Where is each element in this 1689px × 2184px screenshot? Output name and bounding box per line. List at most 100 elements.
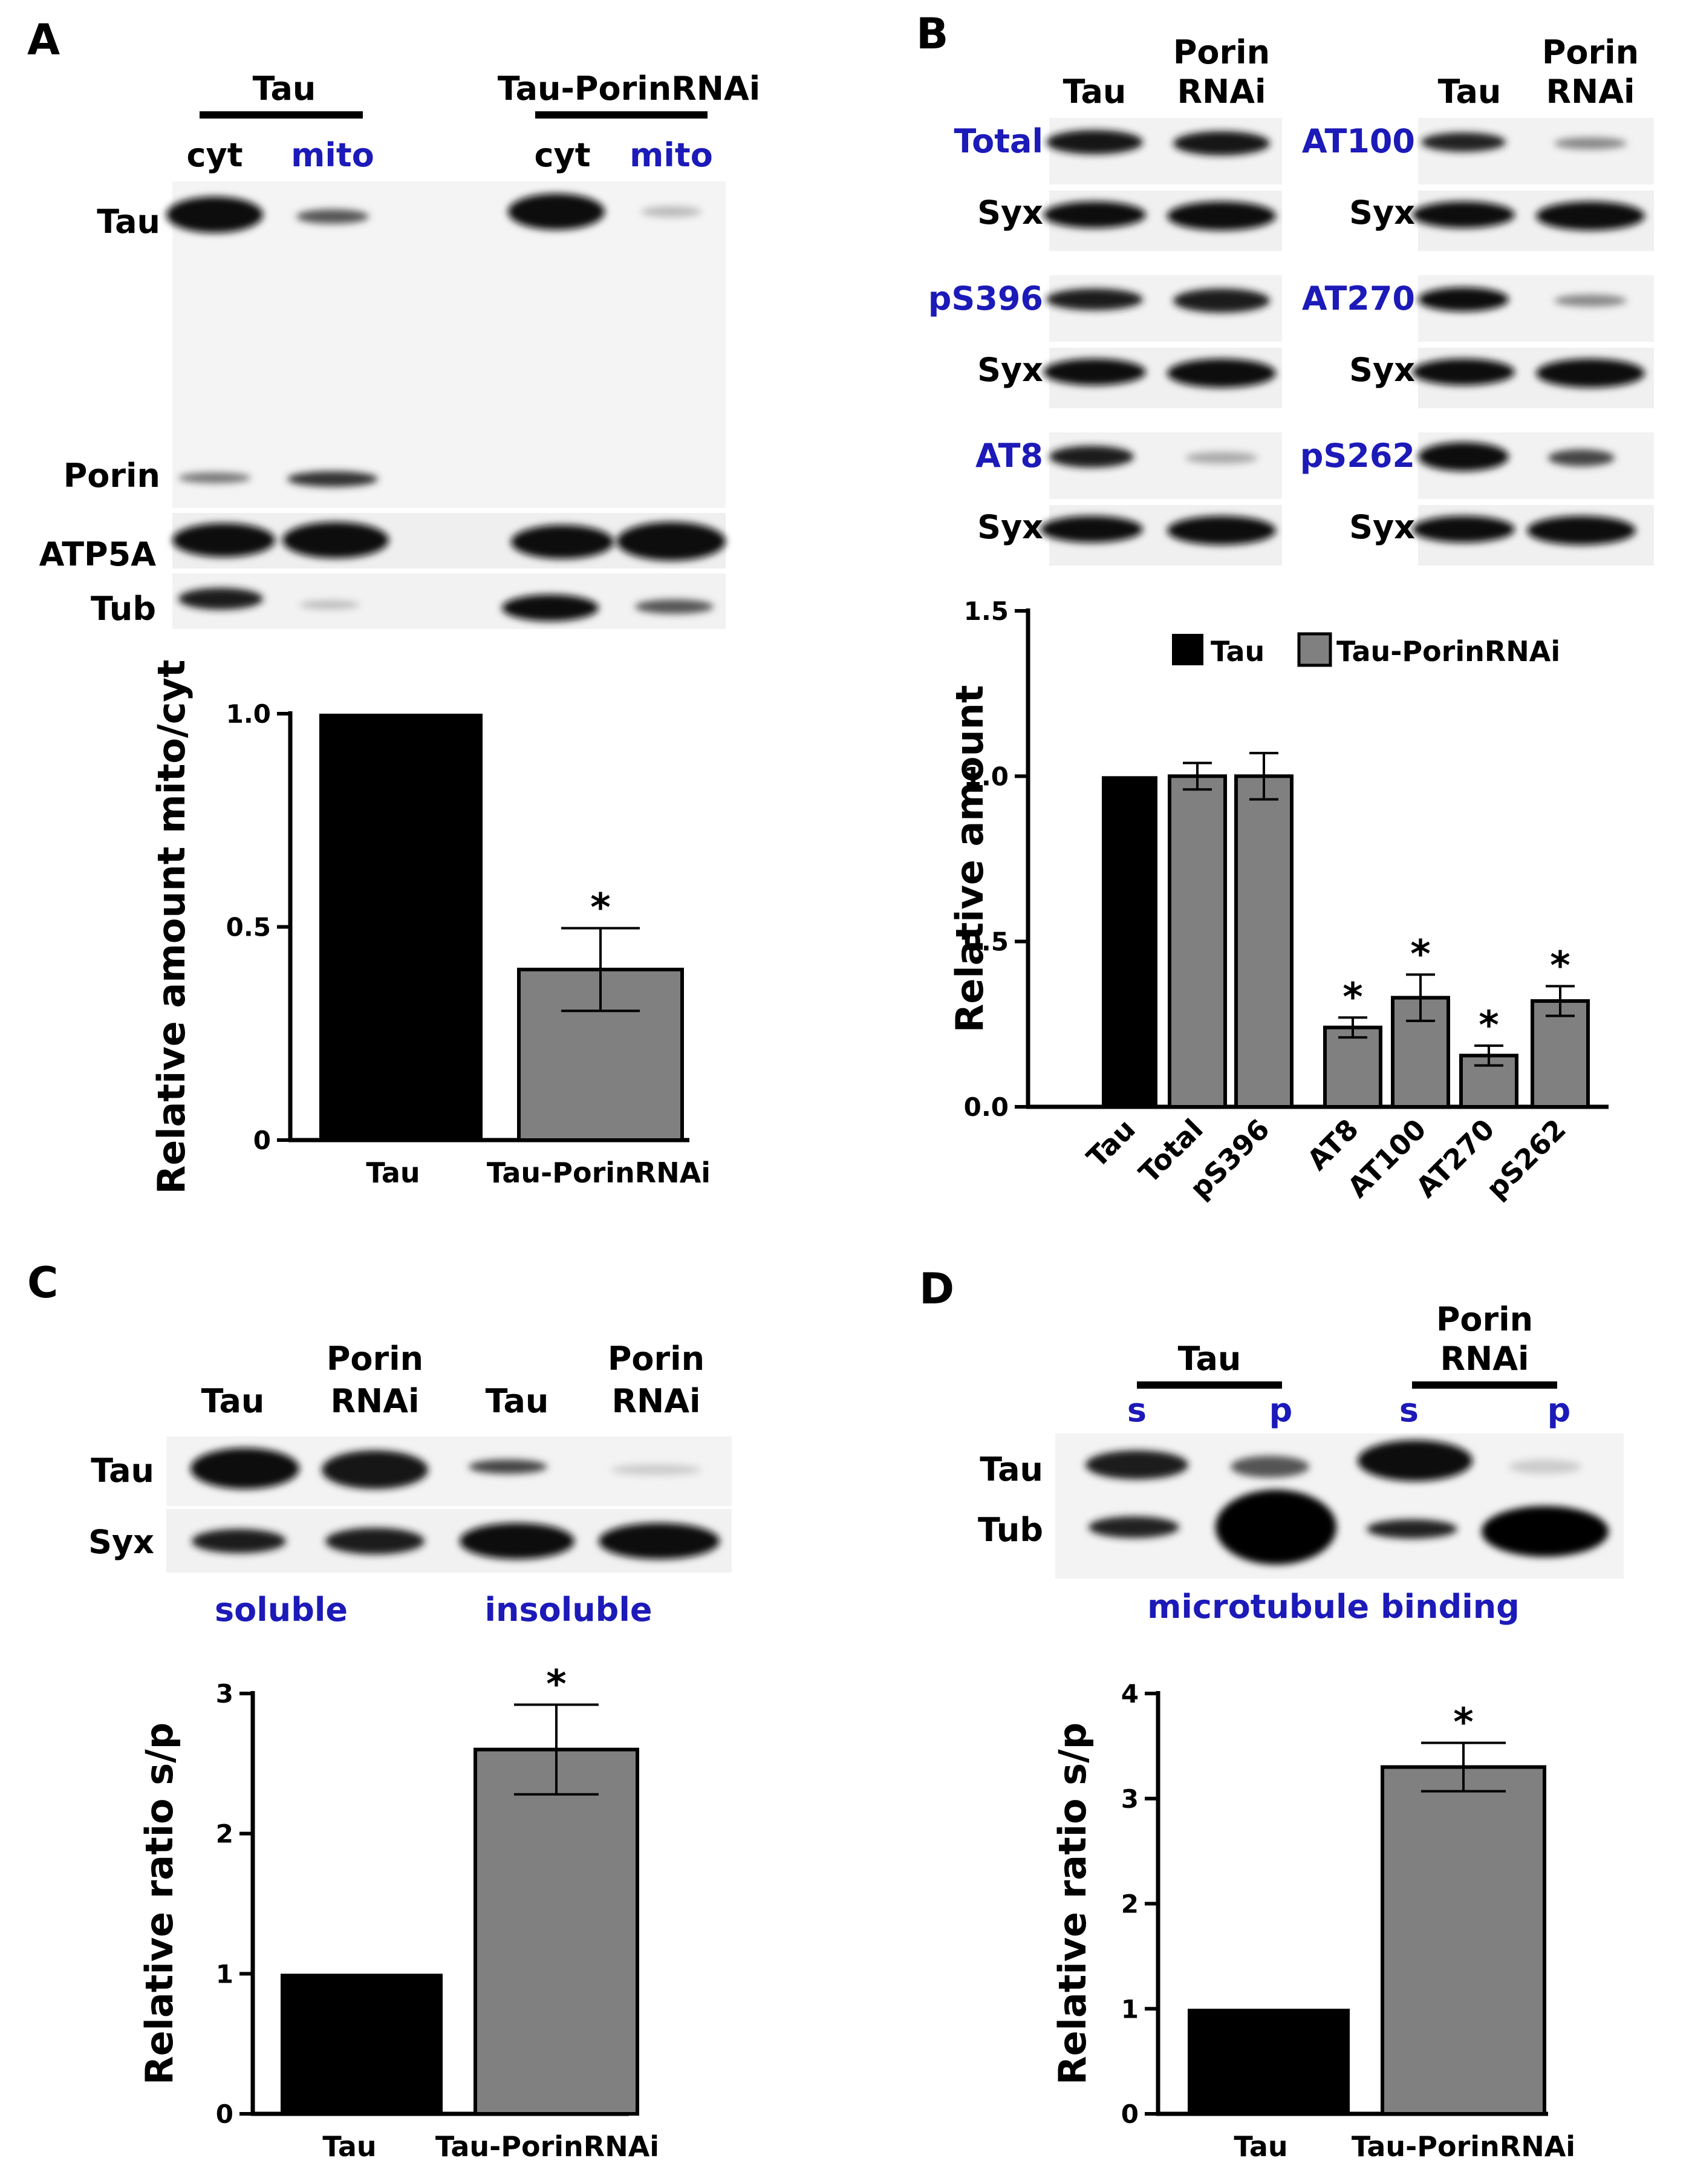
panel-c-fraction-soluble: soluble: [215, 1591, 348, 1629]
panel-b-blot-label-at8: AT8: [975, 437, 1043, 475]
band-b-left-3-syx-tau: [1040, 516, 1143, 543]
panel-a-row-atp5a: ATP5A: [39, 535, 157, 573]
band-a-tau-2: [296, 209, 369, 224]
panel-d-group-tau: Tau: [1178, 1340, 1242, 1378]
panel-a-group-rnai: Tau-PorinRNAi: [498, 70, 761, 108]
panel-b-syx-label-right-3: Syx: [1349, 508, 1415, 546]
band-b-right-1-tau: [1421, 132, 1506, 152]
panel-a-lane-4: mito: [630, 136, 713, 174]
band-b-right-3-syx-tau: [1412, 516, 1515, 543]
band-a-porin-2: [287, 471, 378, 487]
band-b-right-2-syx-rnai: [1536, 359, 1645, 388]
panel-c-lane-2-bottom: RNAi: [330, 1382, 419, 1420]
panel-b-category-label: pS262: [1480, 1113, 1572, 1205]
panel-c-ytick-label: 2: [216, 1819, 233, 1849]
panel-d-row-tub: Tub: [978, 1511, 1043, 1549]
panel-b-legend-swatch-rnai: [1297, 632, 1332, 667]
panel-c-row-tau: Tau: [91, 1452, 154, 1490]
panel-b-bands-left-2: [1043, 288, 1276, 388]
panel-c-lane-2-top: Porin: [327, 1340, 423, 1378]
band-c-syx-2: [325, 1528, 425, 1554]
panel-c-ytick-label: 0: [216, 2099, 233, 2129]
panel-b-syx-label-left-3: Syx: [977, 508, 1043, 546]
panel-b-right-header-rnai-1: Porin: [1542, 33, 1639, 71]
band-b-right-3-syx-rnai: [1527, 516, 1636, 545]
panel-d-ytick-label: 3: [1121, 1784, 1139, 1814]
panel-c-lane-3-bottom: Tau: [486, 1382, 549, 1420]
panel-a-row-tub: Tub: [91, 590, 156, 628]
band-d-tub-3: [1367, 1519, 1457, 1539]
panel-b-left-header-tau: Tau: [1063, 73, 1127, 111]
panel-b-bar-at8: [1323, 1025, 1382, 1109]
panel-a-chart: 0 0.5 1.0 Relative amount mito/cyt Tau * Tau-P…: [149, 660, 711, 1195]
panel-d-letter: D: [919, 1264, 954, 1314]
panel-d-y-axis-label: Relative ratio s/p: [1050, 1723, 1095, 2085]
panel-b-bands-right-2: [1412, 287, 1645, 388]
band-b-left-2-syx-tau: [1043, 359, 1146, 385]
band-a-tub-2: [299, 601, 360, 609]
panel-d-category-label: Tau-PorinRNAi: [1352, 2130, 1575, 2163]
band-a-atp5a-4: [617, 522, 726, 561]
panel-d-category-label: Tau: [1234, 2130, 1287, 2163]
panel-c-fraction-insoluble: insoluble: [485, 1591, 652, 1629]
panel-c-blot: [166, 1436, 732, 1573]
panel-c-bar-tau: [281, 1974, 443, 2114]
band-b-right-1-syx-rnai: [1536, 201, 1645, 230]
band-a-tau-3: [508, 194, 605, 230]
panel-d-ytick-label: 1: [1121, 1994, 1139, 2024]
panel-c-bar-tau-porinrnai: [474, 1747, 639, 2116]
panel-c-category-label: Tau: [322, 2130, 376, 2163]
panel-a-row-porin: Porin: [63, 457, 160, 495]
panel-c-row-syx: Syx: [88, 1523, 154, 1561]
panel-b-syx-label-left-2: Syx: [977, 351, 1043, 389]
panel-b-right-header-rnai-2: RNAi: [1546, 73, 1635, 111]
panel-b-ytick-label: 0.5: [964, 927, 1009, 957]
panel-b-category-label: Tau: [1080, 1113, 1141, 1174]
band-b-left-2-rnai: [1173, 288, 1270, 313]
panel-b-blot-label-at100: AT100: [1302, 122, 1415, 160]
band-c-tau-4: [611, 1464, 701, 1475]
band-b-right-2-syx-tau: [1412, 359, 1515, 385]
panel-d-blot: [1055, 1433, 1624, 1579]
band-b-left-2-tau: [1046, 288, 1143, 310]
panel-c-category-label: Tau-PorinRNAi: [435, 2130, 659, 2163]
panel-b-syx-label-right-1: Syx: [1349, 194, 1415, 232]
band-d-tub-1: [1089, 1516, 1179, 1538]
band-b-left-1-rnai: [1173, 131, 1270, 155]
panel-a-blot-tub: [172, 573, 726, 629]
panel-b-ytick-label: 0.0: [964, 1092, 1009, 1122]
panel-b-letter: B: [916, 9, 948, 59]
panel-b-legend-swatch-tau: [1172, 634, 1203, 665]
panel-d-caption: microtubule binding: [1147, 1588, 1520, 1626]
band-b-right-2-rnai: [1554, 295, 1627, 307]
band-d-tub-2: [1215, 1490, 1336, 1565]
panel-c-ytick-label: 1: [216, 1959, 233, 1989]
panel-d-chart: 0 1 2 3 4 Relative ratio s/p Tau * Tau-PorinRNAi: [1050, 1679, 1575, 2163]
band-c-syx-1: [192, 1529, 286, 1553]
panel-a-ytick-label: 0.5: [226, 913, 271, 942]
panel-a-letter: A: [27, 15, 60, 65]
panel-b-significance-star: *: [1342, 975, 1362, 1020]
panel-b-bar-tau: [1102, 776, 1157, 1107]
panel-c-y-axis-label: Relative ratio s/p: [137, 1723, 181, 2085]
band-a-porin-1: [178, 472, 251, 483]
panel-d-bar-tau: [1188, 2009, 1350, 2114]
band-c-tau-3: [469, 1459, 547, 1474]
band-a-atp5a-3: [511, 525, 614, 559]
panel-a-y-axis-label: Relative amount mito/cyt: [149, 660, 194, 1195]
band-d-tau-3: [1358, 1440, 1473, 1481]
panel-b-blot-label-at270: AT270: [1302, 279, 1415, 318]
panel-d-lane-1: s: [1127, 1391, 1147, 1429]
band-b-left-1-syx-tau: [1043, 201, 1146, 228]
panel-a-ytick-label: 0: [253, 1126, 271, 1155]
band-c-tau-2: [322, 1450, 428, 1489]
band-a-atp5a-2: [282, 522, 389, 558]
band-c-tau-1: [190, 1448, 299, 1489]
band-d-tub-4: [1482, 1506, 1609, 1557]
panel-a-lane-1: cyt: [186, 136, 242, 174]
band-b-right-1-rnai: [1554, 137, 1627, 149]
panel-b-ytick-label: 1.0: [964, 761, 1009, 791]
panel-c-ytick-label: 3: [216, 1679, 233, 1709]
